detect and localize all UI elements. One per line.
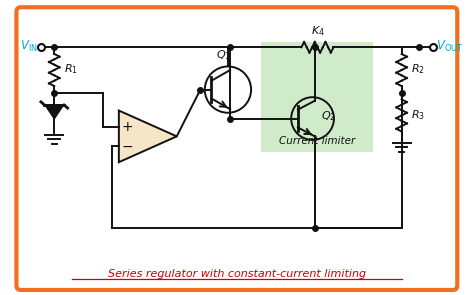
Polygon shape xyxy=(46,105,63,118)
Text: Series regulator with constant-current limiting: Series regulator with constant-current l… xyxy=(108,268,366,278)
Text: $V_{\rm OUT}$: $V_{\rm OUT}$ xyxy=(437,39,464,54)
Text: +: + xyxy=(121,120,133,135)
Text: $Q_1$: $Q_1$ xyxy=(216,48,231,62)
Text: Current limiter: Current limiter xyxy=(279,136,355,146)
Text: $K_4$: $K_4$ xyxy=(310,24,324,37)
Text: $Q_2$: $Q_2$ xyxy=(320,109,336,123)
Text: $R_2$: $R_2$ xyxy=(410,63,424,76)
Polygon shape xyxy=(119,111,177,162)
Text: $-$: $-$ xyxy=(121,139,133,153)
FancyBboxPatch shape xyxy=(261,42,373,152)
Text: $V_{\rm IN}$: $V_{\rm IN}$ xyxy=(19,39,37,54)
FancyBboxPatch shape xyxy=(17,7,457,290)
Text: $R_3$: $R_3$ xyxy=(410,108,425,122)
Text: $R_1$: $R_1$ xyxy=(64,63,78,76)
